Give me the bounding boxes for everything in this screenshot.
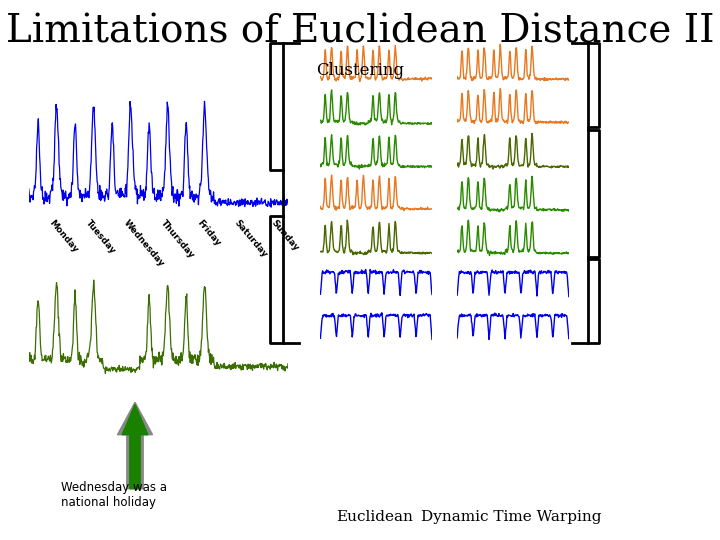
Text: Limitations of Euclidean Distance II: Limitations of Euclidean Distance II <box>6 14 714 51</box>
Text: Saturday: Saturday <box>233 219 269 260</box>
Text: Tuesday: Tuesday <box>84 219 118 256</box>
Text: Dynamic Time Warping: Dynamic Time Warping <box>421 510 601 524</box>
FancyArrow shape <box>122 404 148 489</box>
Text: Sunday: Sunday <box>269 219 300 253</box>
Text: Wednesday: Wednesday <box>122 219 166 269</box>
Text: Thursday: Thursday <box>158 219 196 261</box>
Text: Friday: Friday <box>195 219 222 248</box>
Text: Monday: Monday <box>48 219 80 255</box>
Text: Euclidean: Euclidean <box>336 510 413 524</box>
Text: Clustering: Clustering <box>316 62 404 79</box>
FancyArrow shape <box>117 402 153 489</box>
Text: Wednesday was a
national holiday: Wednesday was a national holiday <box>61 481 167 509</box>
